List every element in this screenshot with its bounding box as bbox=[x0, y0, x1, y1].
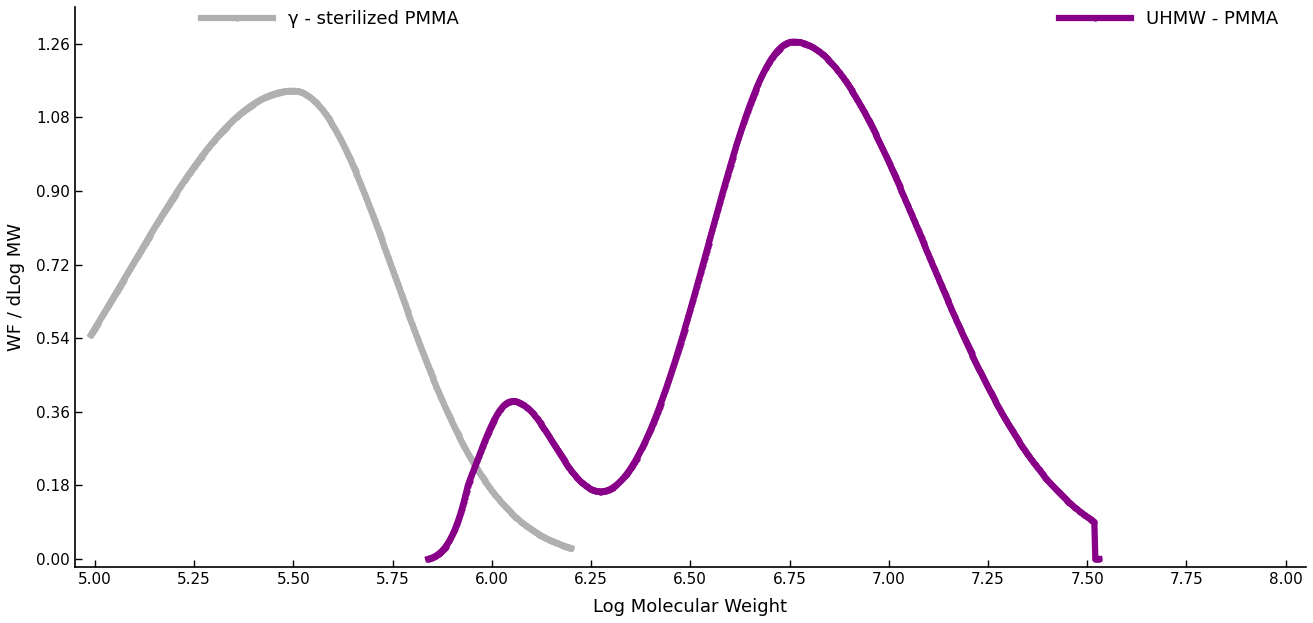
Y-axis label: WF / dLog MW: WF / dLog MW bbox=[7, 223, 25, 351]
Legend: UHMW - PMMA: UHMW - PMMA bbox=[1060, 11, 1278, 29]
Line: UHMW - PMMA: UHMW - PMMA bbox=[425, 39, 1103, 562]
γ - sterilized PMMA bbox=[83, 331, 98, 339]
γ - sterilized PMMA bbox=[315, 107, 331, 114]
UHMW - PMMA bbox=[1025, 459, 1041, 467]
UHMW - PMMA bbox=[944, 305, 960, 312]
X-axis label: Log Molecular Weight: Log Molecular Weight bbox=[593, 598, 788, 616]
γ - sterilized PMMA bbox=[285, 87, 301, 95]
Line: γ - sterilized PMMA: γ - sterilized PMMA bbox=[88, 88, 574, 551]
γ - sterilized PMMA bbox=[344, 159, 360, 166]
UHMW - PMMA bbox=[584, 486, 600, 493]
γ - sterilized PMMA bbox=[312, 103, 328, 110]
γ - sterilized PMMA bbox=[370, 224, 386, 232]
UHMW - PMMA bbox=[633, 448, 649, 455]
UHMW - PMMA bbox=[861, 118, 877, 126]
γ - sterilized PMMA bbox=[563, 545, 579, 552]
UHMW - PMMA bbox=[1091, 555, 1107, 563]
γ - sterilized PMMA bbox=[553, 541, 569, 548]
UHMW - PMMA bbox=[609, 480, 625, 488]
UHMW - PMMA bbox=[420, 555, 436, 563]
UHMW - PMMA bbox=[786, 38, 802, 45]
γ - sterilized PMMA bbox=[478, 478, 494, 485]
